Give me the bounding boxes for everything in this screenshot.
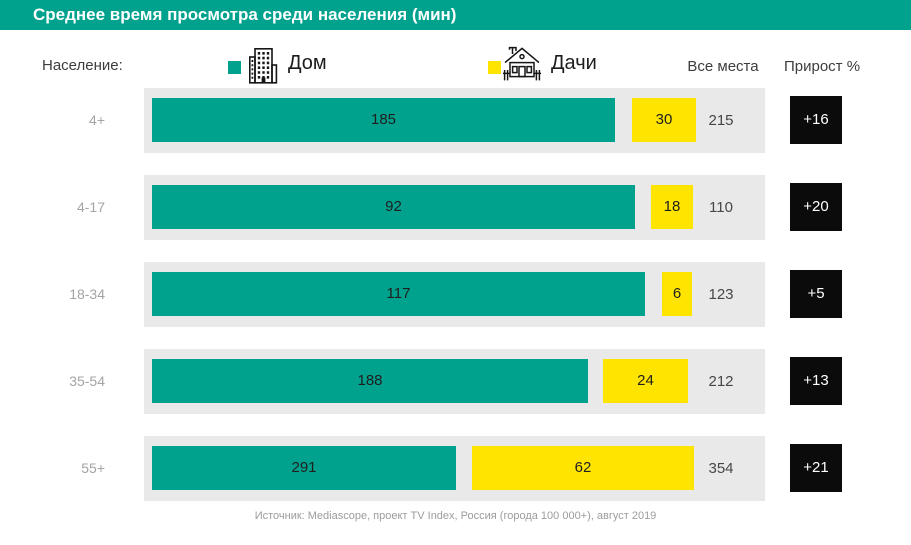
dacha-color-swatch	[488, 61, 501, 74]
chart-row: 18-34 117 6 123 +5	[0, 262, 911, 327]
bar-track: 291 62 354	[144, 436, 765, 501]
growth-badge: +21	[790, 444, 842, 492]
population-label: Население:	[42, 57, 123, 74]
all-places-header: Все места	[687, 58, 759, 75]
total-value: 212	[708, 373, 734, 390]
total-value: 215	[708, 112, 734, 129]
bar-track: 92 18 110	[144, 175, 765, 240]
chart-row: 55+ 291 62 354 +21	[0, 436, 911, 501]
bar-track: 185 30 215	[144, 88, 765, 153]
total-value: 354	[708, 460, 734, 477]
category-label: 4-17	[76, 199, 105, 215]
dacha-bar: 30	[632, 98, 696, 142]
growth-header: Прирост %	[783, 58, 861, 75]
growth-badge: +20	[790, 183, 842, 231]
total-value: 110	[709, 199, 733, 216]
page-title: Среднее время просмотра среди населения …	[33, 5, 457, 24]
home-bar: 185	[152, 98, 615, 142]
category-label: 4+	[89, 112, 105, 128]
bar-track: 117 6 123	[144, 262, 765, 327]
dacha-bar: 6	[662, 272, 692, 316]
growth-badge: +13	[790, 357, 842, 405]
dacha-bar: 24	[603, 359, 688, 403]
chart-row: 4-17 92 18 110 +20	[0, 175, 911, 240]
home-bar: 291	[152, 446, 456, 490]
dacha-bar: 18	[651, 185, 693, 229]
bar-track: 188 24 212	[144, 349, 765, 414]
home-bar: 92	[152, 185, 635, 229]
dacha-bar: 62	[472, 446, 694, 490]
house-icon	[502, 45, 542, 90]
growth-badge: +5	[790, 270, 842, 318]
chart-row: 4+ 185 30 215 +16	[0, 88, 911, 153]
category-label: 55+	[81, 460, 105, 476]
growth-badge: +16	[790, 96, 842, 144]
title-bar: Среднее время просмотра среди населения …	[0, 0, 911, 30]
total-value: 123	[708, 286, 734, 303]
source-note: Источник: Mediascope, проект TV Index, Р…	[254, 510, 657, 522]
home-bar: 188	[152, 359, 588, 403]
category-label: 18-34	[69, 286, 105, 302]
legend-item-dacha-label: Дачи	[551, 52, 597, 74]
legend-item-home-label: Дом	[288, 52, 327, 74]
home-color-swatch	[228, 61, 241, 74]
chart-header: Население: Дом	[0, 45, 911, 87]
home-bar: 117	[152, 272, 645, 316]
category-label: 35-54	[69, 373, 105, 389]
chart-row: 35-54 188 24 212 +13	[0, 349, 911, 414]
building-icon	[247, 47, 279, 90]
